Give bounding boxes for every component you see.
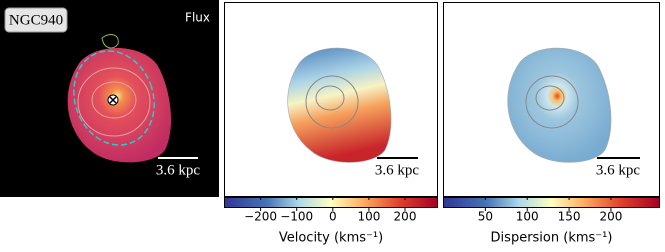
contour	[101, 34, 119, 49]
tick-label: −200	[244, 210, 277, 224]
map-label: Flux	[185, 11, 210, 25]
dispersion-map	[507, 47, 612, 163]
aperture-ellipse	[73, 50, 155, 146]
colorbar-label: Velocity (kms⁻¹)	[279, 231, 383, 246]
tick-label: 0	[329, 210, 337, 224]
contour	[535, 85, 565, 111]
flux-map	[67, 48, 172, 163]
tick-label: 100	[357, 210, 380, 224]
colorbar-label: Dispersion (kms⁻¹)	[491, 231, 613, 246]
tick-label: 150	[558, 210, 581, 224]
contour	[525, 75, 579, 129]
velocity-colorbar	[224, 197, 438, 208]
galaxy-label: NGC940	[9, 12, 63, 28]
label-box	[4, 7, 68, 33]
center-marker	[109, 96, 117, 104]
tick-label: 50	[478, 210, 493, 224]
scale-label: 3.6 kpc	[375, 162, 420, 178]
tick-label: 100	[516, 210, 539, 224]
velocity-map	[287, 47, 392, 163]
contour	[77, 67, 151, 137]
contour	[91, 81, 137, 119]
contour	[305, 75, 359, 129]
tick-label: 200	[394, 210, 417, 224]
dispersion-colorbar	[443, 197, 660, 208]
scale-label: 3.6 kpc	[156, 162, 201, 178]
scale-label: 3.6 kpc	[596, 162, 641, 178]
tick-label: −100	[280, 210, 313, 224]
tick-label: 200	[599, 210, 622, 224]
contour	[315, 85, 345, 111]
